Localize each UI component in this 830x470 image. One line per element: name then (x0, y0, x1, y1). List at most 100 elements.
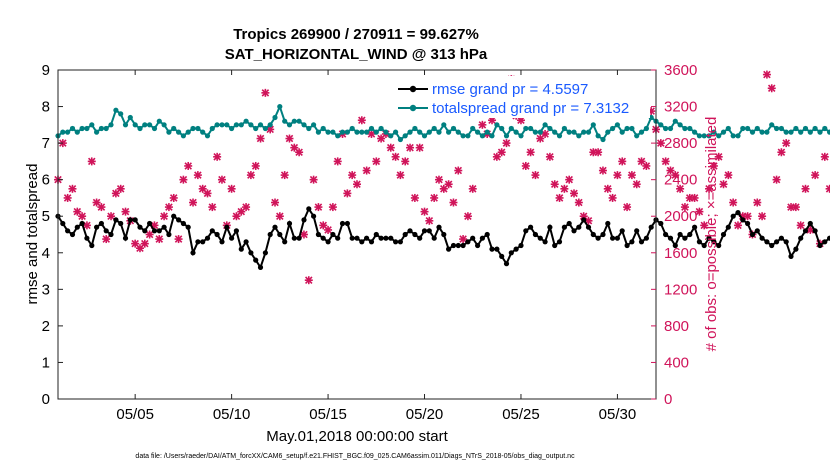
rmse-point (817, 242, 823, 249)
rmse-point (311, 213, 317, 219)
x-tick-label: 05/15 (309, 406, 347, 423)
totalspread-point (306, 125, 312, 132)
totalspread-point (204, 133, 211, 139)
totalspread-point (127, 114, 133, 121)
rmse-point (161, 224, 167, 230)
obs-count-point (796, 221, 805, 230)
rmse-point (339, 220, 346, 227)
totalspread-point (378, 125, 384, 132)
totalspread-point (701, 133, 707, 139)
obs-count-point (695, 207, 704, 216)
obs-count-point (295, 148, 304, 157)
obs-count-point (246, 171, 255, 180)
obs-count-point (758, 212, 767, 221)
rmse-point (137, 224, 143, 230)
rmse-point (103, 228, 109, 234)
obs-count-point (801, 184, 810, 193)
rmse-point (180, 220, 186, 227)
rmse-point (224, 224, 230, 230)
y-right-tick-label: 2400 (664, 172, 697, 189)
totalspread-point (600, 136, 606, 143)
totalspread-point (344, 129, 350, 135)
y-left-tick-label: 3 (42, 281, 50, 298)
totalspread-point (667, 125, 674, 132)
y-right-tick-label: 0 (664, 391, 672, 408)
obs-count-point (690, 193, 699, 202)
obs-count-point (550, 180, 559, 189)
rmse-point (142, 228, 148, 234)
totalspread-point (788, 129, 794, 135)
obs-count-point (772, 175, 781, 184)
rmse-point (706, 235, 712, 241)
rmse-point (614, 235, 621, 241)
rmse-point (489, 246, 495, 252)
totalspread-point (634, 133, 640, 139)
totalspread-point (364, 129, 370, 135)
totalspread-point (479, 133, 485, 139)
obs-count-point (782, 139, 791, 148)
totalspread-point (446, 129, 452, 135)
rmse-point (214, 231, 220, 238)
obs-count-point (502, 139, 511, 148)
totalspread-point (421, 133, 428, 139)
y-right-tick-label: 800 (664, 318, 689, 335)
rmse-point (542, 239, 548, 245)
totalspread-point (311, 122, 317, 128)
totalspread-point (267, 122, 273, 128)
obs-count-point (820, 152, 829, 161)
totalspread-point (706, 133, 712, 139)
obs-count-point (184, 161, 193, 170)
rmse-point (740, 217, 746, 223)
rmse-point (571, 228, 577, 234)
obs-count-point (719, 180, 728, 189)
totalspread-point (518, 133, 524, 139)
rmse-point (84, 235, 90, 241)
totalspread-point (537, 129, 543, 135)
obs-count-point (299, 230, 308, 239)
obs-count-point (102, 235, 111, 244)
totalspread-point (325, 129, 331, 135)
obs-count-point (285, 134, 294, 143)
totalspread-point (749, 129, 756, 135)
rmse-point (793, 246, 799, 252)
rmse-point (499, 253, 505, 259)
rmse-point (735, 210, 741, 216)
obs-count-point (198, 184, 207, 193)
totalspread-point (233, 122, 239, 128)
totalspread-point (822, 125, 828, 132)
totalspread-point (214, 122, 220, 128)
rmse-point (663, 231, 669, 238)
legend-spread-label: totalspread grand pr = 7.3132 (432, 100, 629, 117)
totalspread-point (619, 129, 625, 135)
obs-count-point (642, 161, 651, 170)
totalspread-point (257, 122, 264, 128)
y-left-tick-label: 9 (42, 62, 50, 79)
rmse-point (98, 220, 104, 227)
obs-count-point (603, 184, 612, 193)
totalspread-point (147, 122, 153, 128)
rmse-point (421, 228, 428, 234)
obs-count-point (111, 189, 120, 198)
totalspread-point (219, 122, 225, 128)
rmse-point (238, 246, 244, 252)
totalspread-point (629, 125, 635, 132)
totalspread-point (272, 114, 278, 121)
rmse-point (518, 242, 524, 249)
obs-count-point (468, 184, 477, 193)
y-right-tick-label: 2000 (664, 208, 697, 225)
obs-count-point (357, 116, 366, 125)
obs-count-point (449, 198, 458, 207)
totalspread-point (171, 125, 177, 132)
rmse-point (749, 231, 756, 238)
legend-spread-marker (409, 104, 417, 112)
obs-count-point (314, 203, 323, 212)
obs-count-point (700, 221, 709, 230)
totalspread-point (542, 122, 548, 128)
obs-count-point (160, 212, 169, 221)
rmse-point (118, 220, 124, 227)
rmse-point (335, 235, 341, 241)
rmse-point (219, 239, 225, 245)
totalspread-point (774, 125, 780, 132)
totalspread-point (769, 122, 775, 128)
obs-count-point (280, 171, 289, 180)
